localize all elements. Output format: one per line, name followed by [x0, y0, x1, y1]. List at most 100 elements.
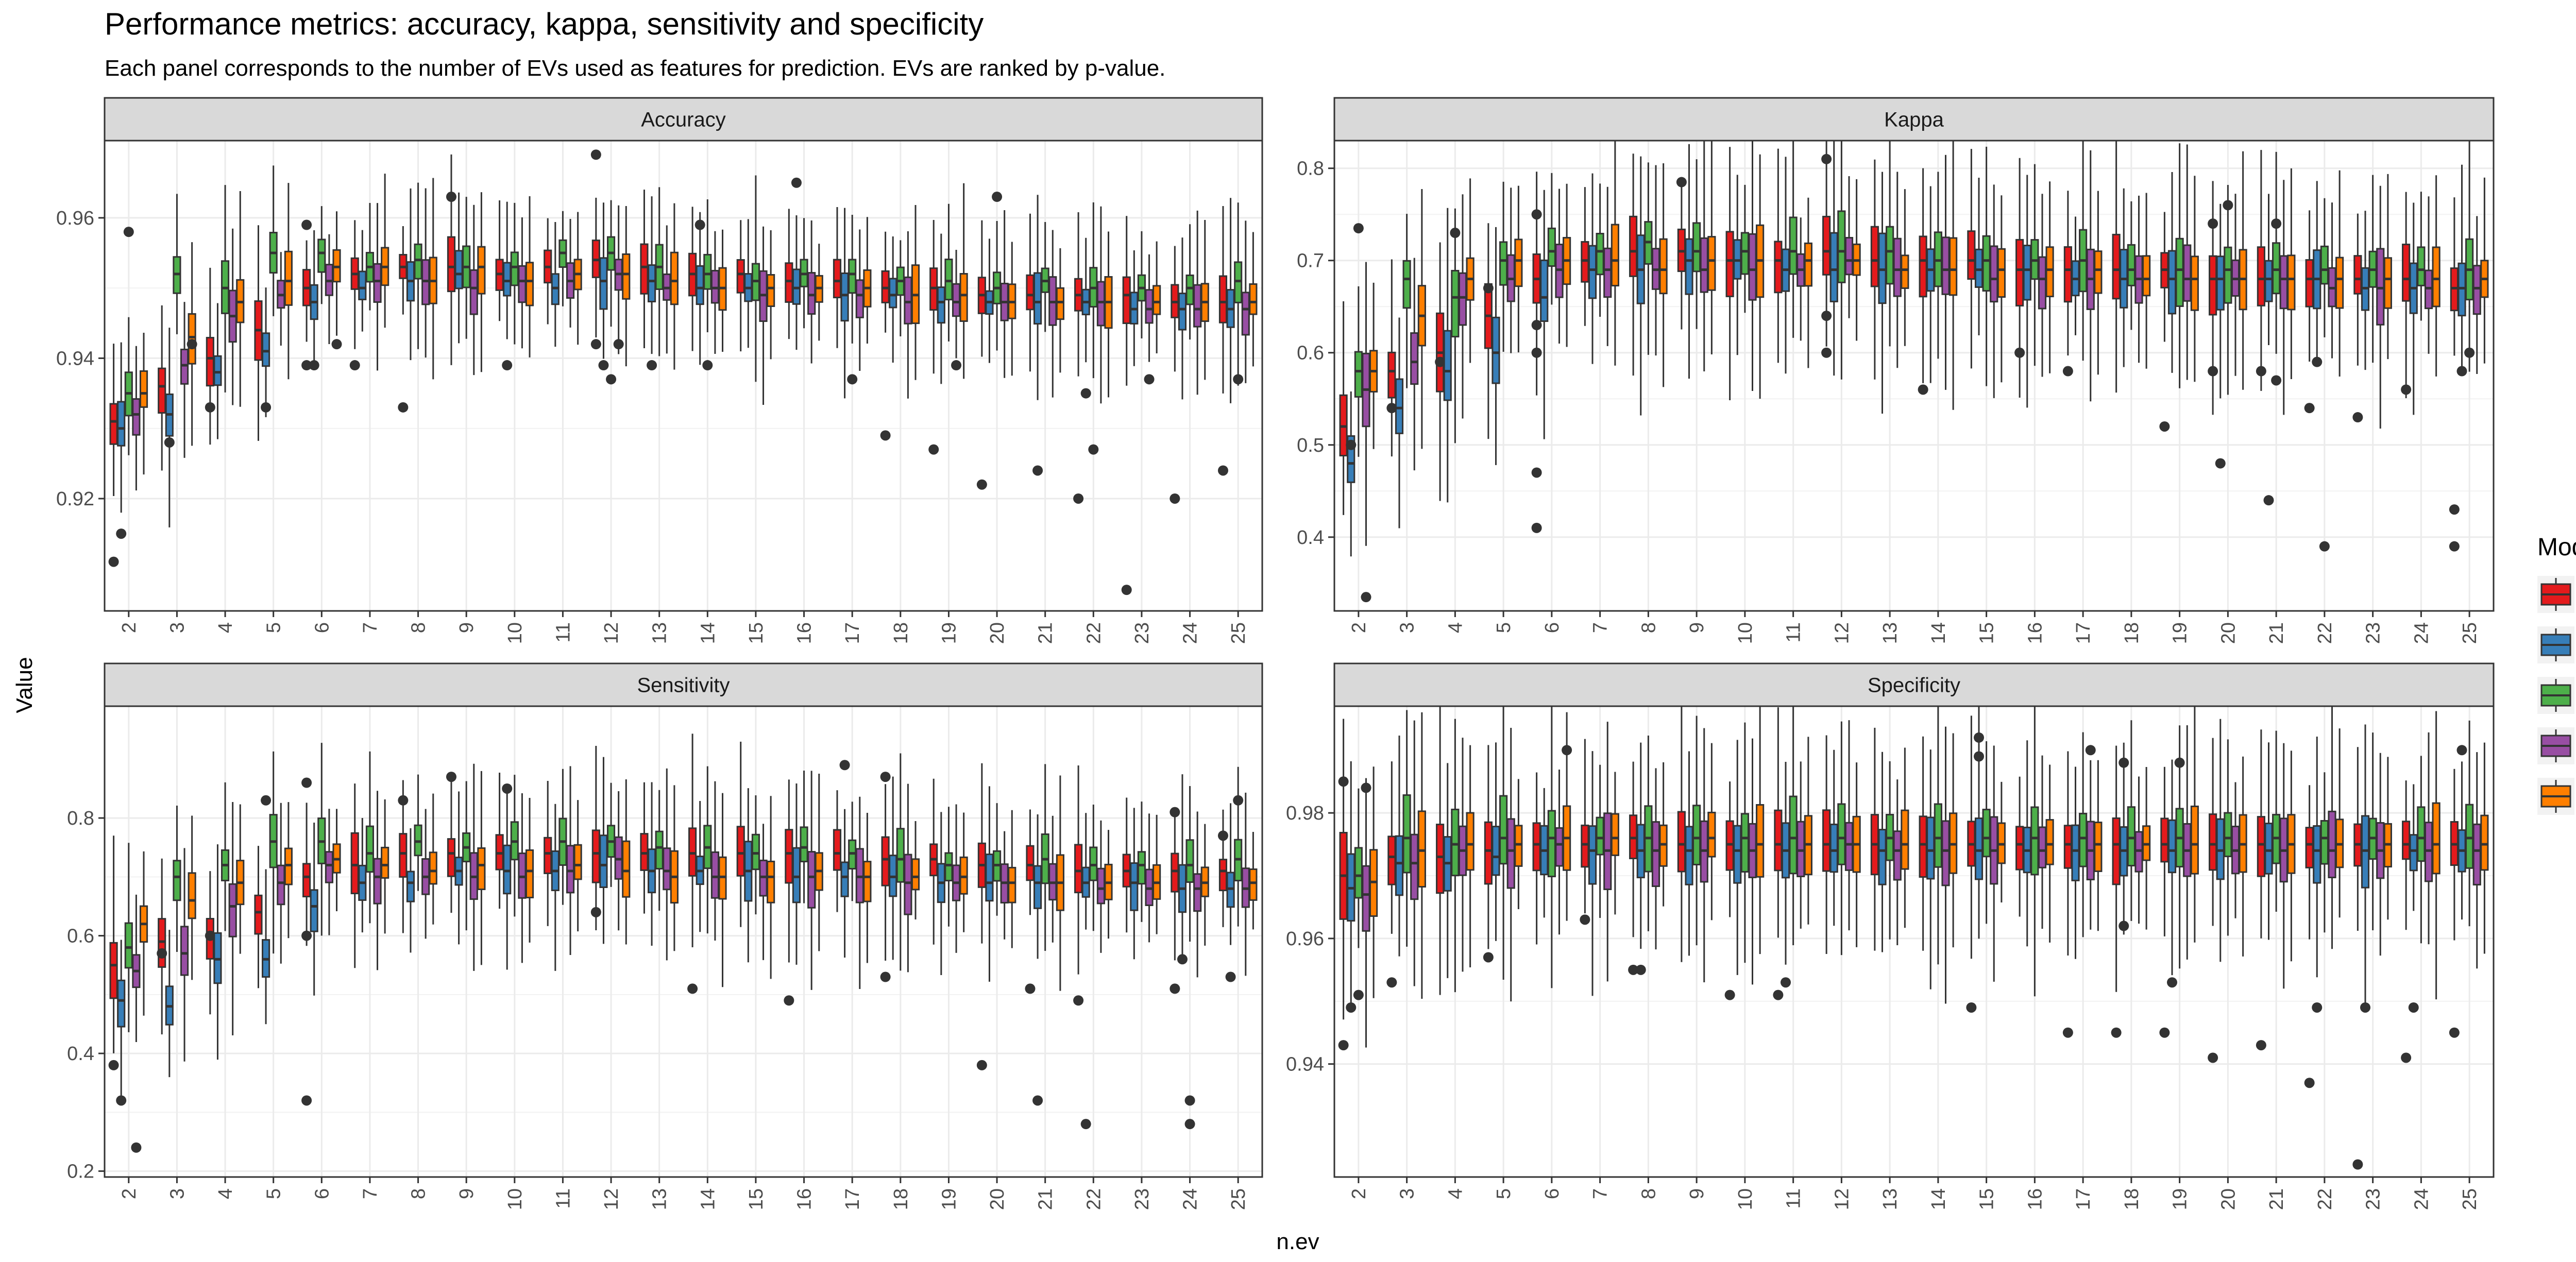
x-tick-label: 12: [1831, 622, 1853, 644]
legend-item-earth: earth: [2537, 677, 2574, 714]
box-glm-4: [205, 267, 215, 445]
box-svmPoly-8: [1651, 768, 1660, 950]
box-glm-12: [1821, 141, 1832, 358]
box-body: [1555, 827, 1564, 867]
outlier-point: [301, 777, 312, 788]
box-body: [663, 847, 671, 891]
box-earth-9: [462, 781, 471, 931]
box-elasticNet-18: [889, 236, 897, 363]
box-glm-21: [2256, 729, 2266, 1051]
box-glm-15: [736, 220, 745, 352]
box-earth-20: [992, 192, 1003, 351]
box-earth-21: [1041, 222, 1049, 332]
box-rf-18: [911, 205, 920, 380]
x-tick-label: 4: [1445, 622, 1466, 633]
x-tick-label: 18: [890, 1188, 912, 1210]
outlier-point: [2449, 541, 2460, 552]
box-earth-22: [1089, 805, 1098, 931]
box-body: [1402, 260, 1411, 309]
outlier-point: [2360, 1002, 2370, 1013]
box-body: [833, 829, 842, 871]
box-rf-12: [1852, 762, 1861, 947]
box-rf-8: [1659, 762, 1668, 907]
y-tick-label: 0.94: [56, 348, 94, 369]
x-tick-label: 23: [2363, 1188, 2384, 1210]
x-tick-label: 24: [2411, 1188, 2432, 1210]
box-rf-2: [1369, 282, 1378, 449]
box-earth-2: [1353, 223, 1364, 457]
box-elasticNet-14: [1926, 749, 1935, 990]
box-body: [510, 251, 519, 286]
box-body: [180, 926, 189, 976]
box-body: [1844, 822, 1854, 871]
box-elasticNet-19: [937, 233, 945, 384]
box-glm-25: [2449, 197, 2460, 552]
x-tick-label: 25: [1228, 1188, 1249, 1210]
box-svmPoly-8: [1651, 165, 1660, 356]
box-body: [1596, 816, 1604, 856]
box-body: [1532, 822, 1541, 872]
x-tick-label: 20: [987, 622, 1008, 644]
box-earth-3: [173, 194, 181, 334]
outlier-point: [1918, 384, 1928, 395]
box-elasticNet-3: [164, 328, 175, 527]
box-body: [1096, 867, 1105, 905]
outlier-point: [2401, 1052, 2412, 1063]
box-body: [132, 398, 141, 436]
box-glm-16: [2015, 776, 2024, 917]
box-svmPoly-15: [1990, 184, 1998, 398]
box-body: [807, 272, 816, 315]
box-body: [1249, 868, 1258, 901]
box-elasticNet-6: [309, 230, 319, 371]
box-earth-7: [1596, 764, 1604, 918]
box-body: [2071, 824, 2080, 881]
box-body: [180, 348, 189, 385]
box-elasticNet-2: [1346, 761, 1357, 1013]
box-body: [1926, 816, 1935, 880]
box-svmPoly-22: [2328, 202, 2336, 359]
box-earth-10: [510, 775, 519, 917]
box-body: [622, 253, 631, 300]
box-earth-8: [1644, 736, 1653, 931]
box-earth-4: [221, 782, 230, 931]
box-body: [277, 864, 285, 906]
box-body: [284, 250, 293, 306]
outlier-point: [1217, 465, 1228, 476]
outlier-point: [1773, 990, 1784, 1000]
box-elasticNet-4: [1443, 763, 1452, 978]
outlier-point: [2263, 495, 2274, 506]
box-rf-5: [1514, 779, 1523, 909]
box-body: [911, 858, 920, 891]
box-body: [1740, 232, 1749, 275]
box-body: [525, 849, 534, 898]
box-glm-24: [2401, 192, 2412, 398]
box-body: [1402, 794, 1411, 874]
box-body: [1451, 808, 1460, 877]
box-body: [2328, 810, 2336, 878]
outlier-point: [2167, 977, 2177, 988]
x-tick-label: 8: [1638, 1188, 1659, 1199]
panel-background: [105, 706, 1262, 1177]
outlier-point: [784, 995, 794, 1006]
box-body: [2320, 820, 2329, 865]
y-tick-label: 0.94: [1286, 1054, 1324, 1076]
outlier-point: [2271, 218, 2282, 229]
box-rf-19: [2190, 706, 2199, 943]
box-body: [109, 403, 118, 445]
box-glm-19: [928, 220, 939, 455]
box-elasticNet-23: [1130, 808, 1139, 960]
box-rf-21: [2287, 168, 2296, 380]
box-elasticNet-5: [1492, 227, 1500, 465]
x-tick-label: 25: [2459, 1188, 2481, 1210]
box-body: [399, 833, 408, 878]
facet-strip-label: Sensitivity: [637, 674, 730, 697]
box-elasticNet-12: [599, 757, 608, 944]
x-tick-label: 9: [1686, 1188, 1708, 1199]
box-earth-17: [848, 801, 857, 901]
box-rf-8: [429, 793, 437, 925]
box-earth-8: [414, 182, 422, 349]
x-tick-label: 16: [2024, 1188, 2046, 1210]
box-body: [1974, 248, 1984, 288]
box-glm-8: [398, 780, 409, 933]
